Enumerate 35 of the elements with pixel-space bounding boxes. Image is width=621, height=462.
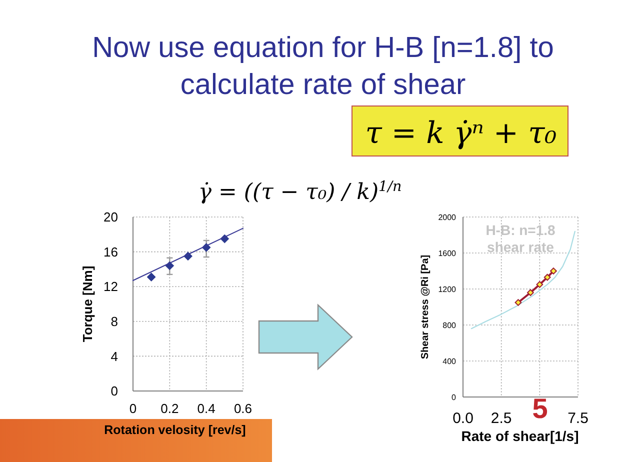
y-axis-title: Torque [Nm]	[80, 266, 95, 342]
x-axis-title: Rate of shear[1/s]	[461, 428, 579, 444]
y-tick-label: 20	[104, 210, 118, 225]
y-tick-label: 800	[442, 320, 457, 330]
x-tick-label: 0.2	[160, 401, 179, 416]
annotation: shear rate	[487, 239, 554, 255]
point	[527, 289, 534, 296]
annotation: H-B: n=1.8	[486, 222, 556, 238]
y-tick-label: 0	[110, 384, 118, 399]
point	[514, 299, 522, 306]
text: γ̇ = ((τ − τ₀) / k)$^{1/n}$	[198, 179, 402, 205]
x-tick-label: 7.5	[568, 410, 588, 427]
text: Now use equation for H-B [n=1.8] to calculate rate of shear	[92, 32, 554, 101]
x-tick-label: 0.4	[197, 401, 216, 416]
point	[146, 272, 156, 282]
x-tick-label: 0	[129, 401, 137, 416]
y-tick-label: 8	[110, 314, 118, 329]
y-tick-label: 12	[104, 279, 118, 294]
y-tick-label: 16	[104, 244, 118, 260]
annotation: 5	[532, 393, 548, 424]
x-tick-label: 2.5	[490, 410, 512, 427]
x-tick-label: 0.6	[234, 401, 252, 416]
y-tick-label: 4	[110, 348, 118, 364]
point	[544, 274, 551, 281]
y-tick-label: 1200	[438, 284, 457, 294]
y-tick-label: 1600	[438, 248, 457, 258]
y-axis-title: Shear stress @Ri [Pa]	[420, 254, 431, 360]
y-tick-label: 400	[442, 356, 457, 366]
y-tick-label: 0	[452, 392, 457, 402]
point	[536, 281, 544, 288]
y-tick-label: 2000	[438, 212, 457, 222]
x-axis-title: Rotation velosity [rev/s]	[104, 423, 246, 437]
text: τ = k γ̇ⁿ + τ₀	[365, 116, 557, 151]
point	[550, 268, 557, 274]
x-tick-label: 0.0	[452, 410, 474, 427]
